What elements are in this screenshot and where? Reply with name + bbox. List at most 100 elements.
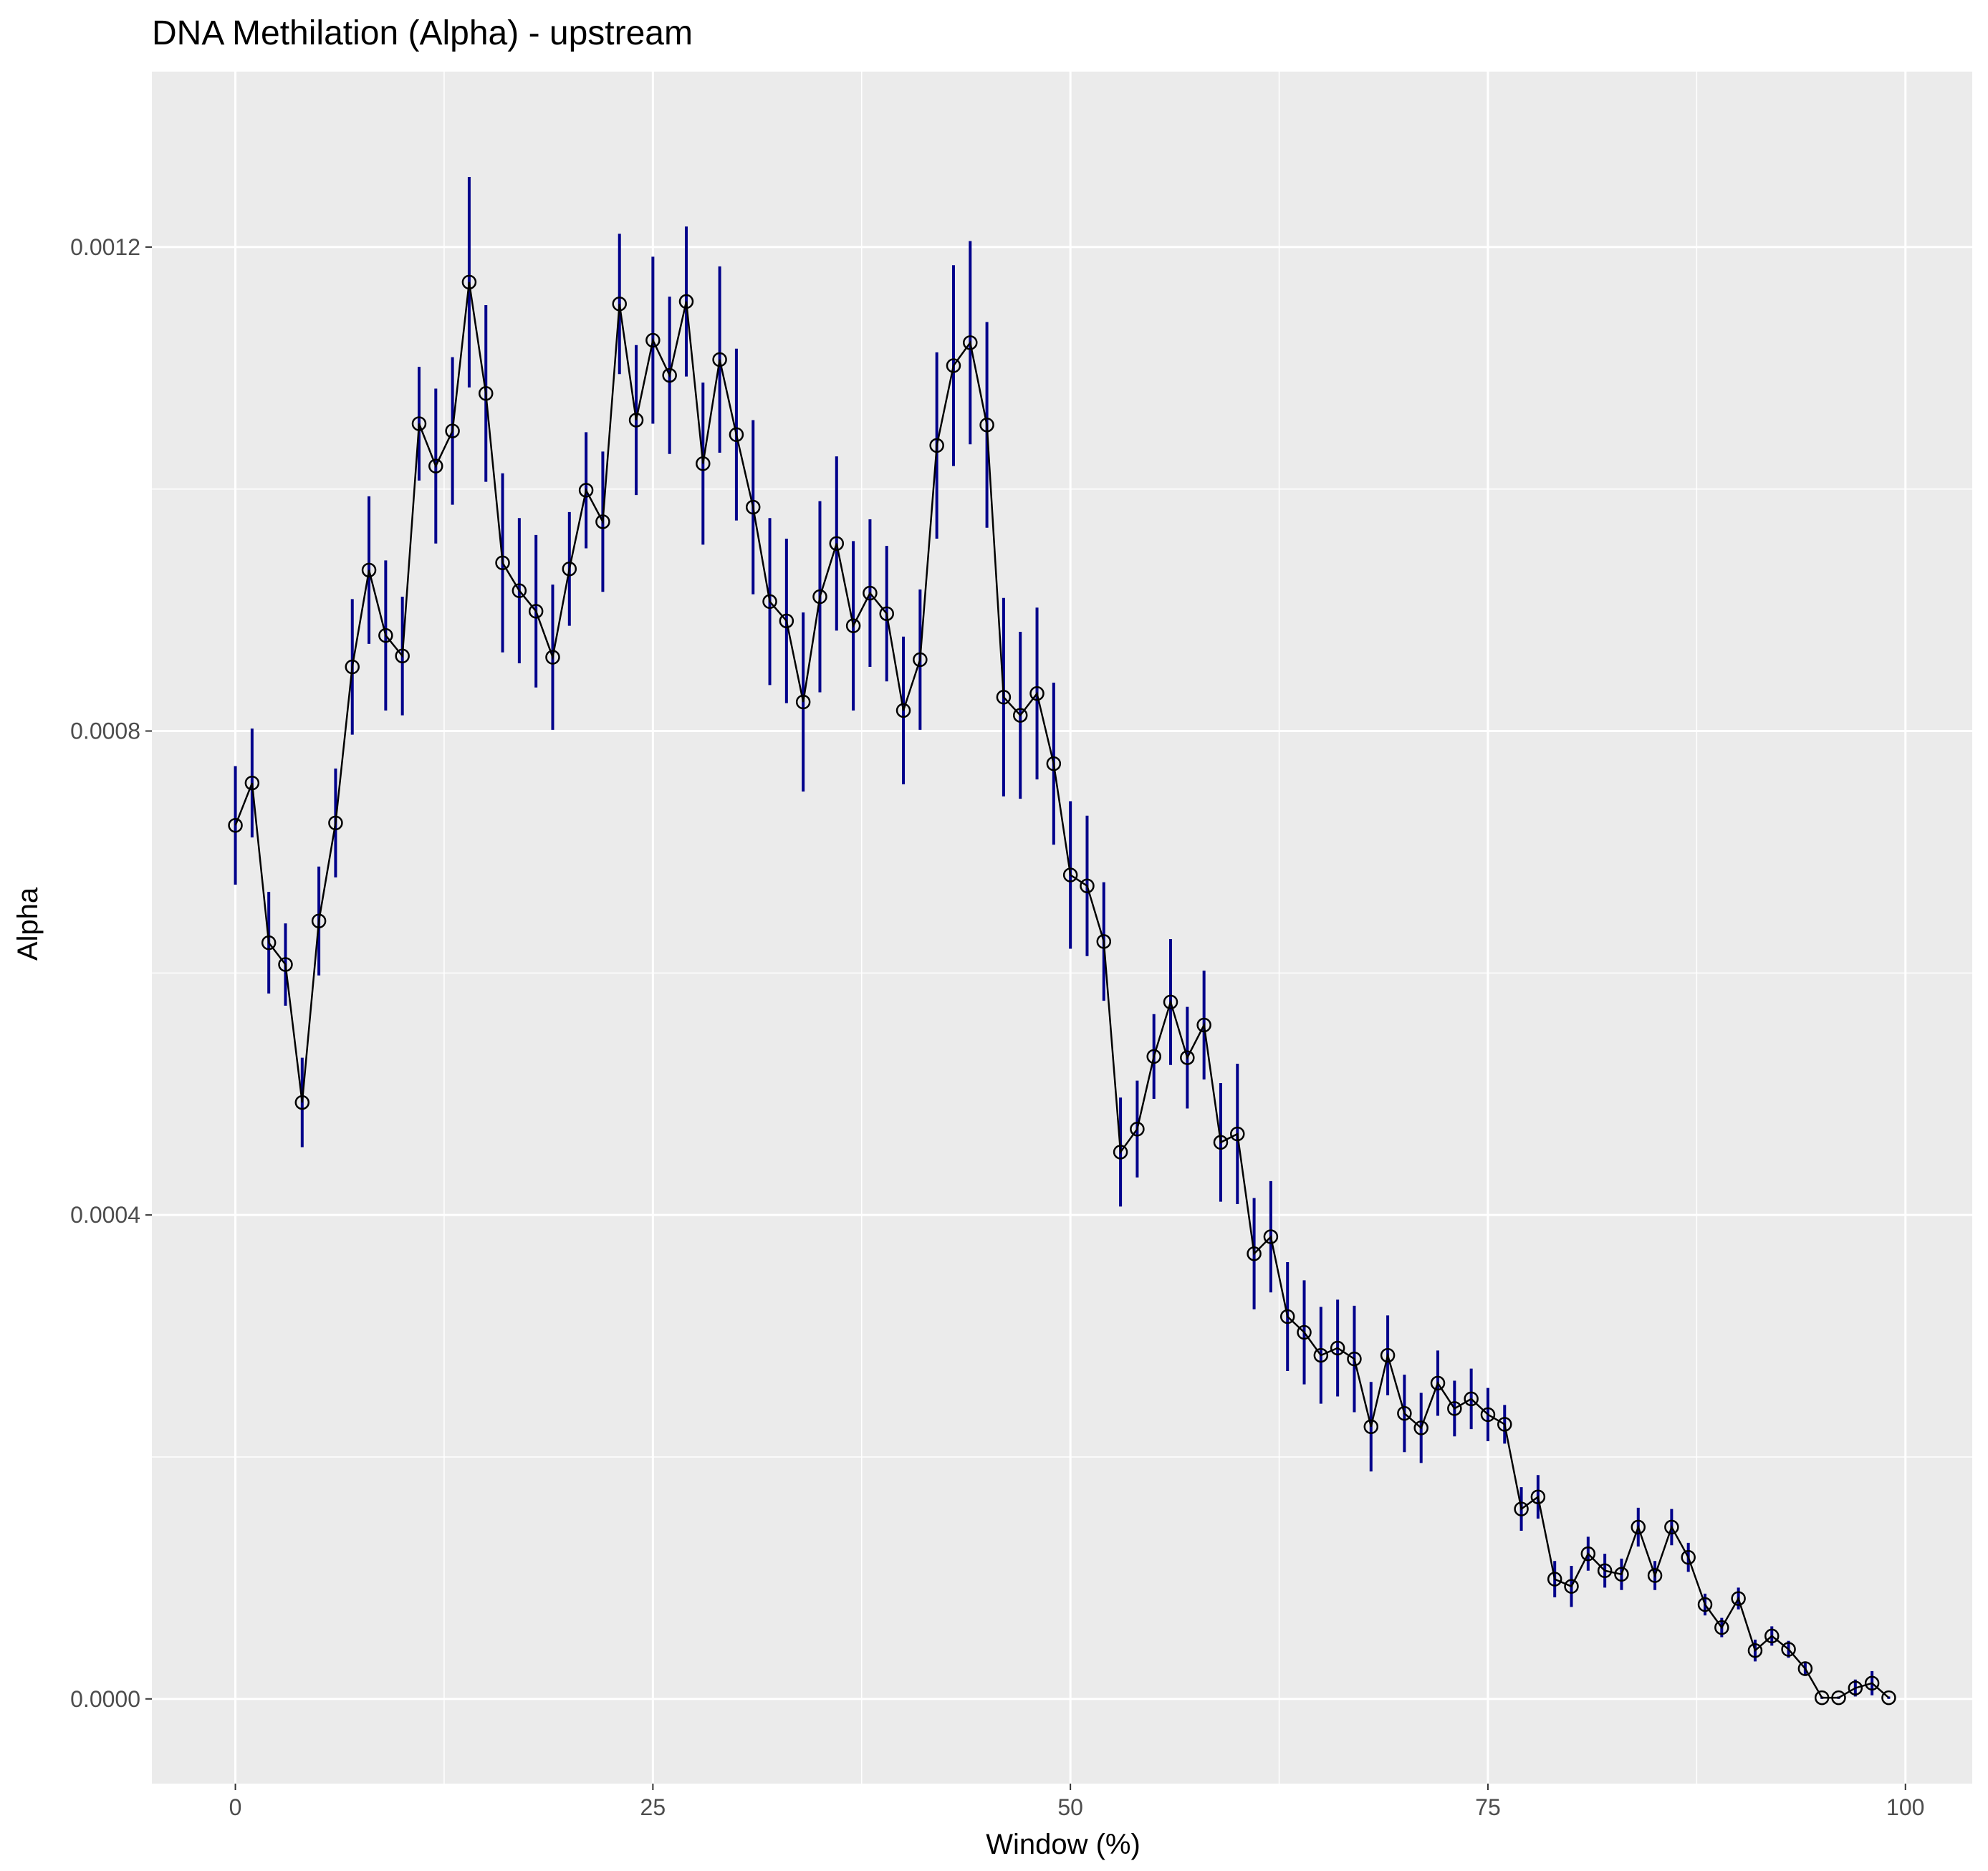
data-point <box>1480 1407 1496 1423</box>
data-point <box>1029 686 1045 701</box>
data-point <box>1113 1145 1128 1160</box>
data-point <box>261 935 277 951</box>
data-point <box>812 589 827 605</box>
data-point <box>1330 1340 1345 1356</box>
data-point <box>378 627 393 643</box>
data-point <box>762 594 777 610</box>
data-point <box>1814 1690 1830 1706</box>
y-tick-label: 0.0004 <box>70 1202 140 1228</box>
data-point <box>879 606 894 621</box>
data-point <box>1263 1229 1279 1244</box>
data-point <box>428 458 443 473</box>
data-point <box>1363 1419 1379 1434</box>
minor-gridlines <box>152 72 1972 1784</box>
data-point <box>1380 1347 1396 1363</box>
data-point <box>845 618 861 633</box>
x-tick-label: 100 <box>1886 1794 1924 1820</box>
data-point <box>1247 1246 1262 1261</box>
data-point <box>929 438 944 453</box>
data-point <box>1714 1620 1729 1635</box>
data-point <box>1497 1417 1512 1432</box>
line-layer <box>234 282 1890 1699</box>
data-point <box>996 689 1012 705</box>
data-point <box>578 483 594 498</box>
data-point <box>478 386 494 401</box>
data-point <box>1046 756 1062 771</box>
data-point <box>595 514 610 529</box>
data-point <box>1096 934 1112 949</box>
data-point <box>1413 1420 1428 1435</box>
data-point <box>512 583 527 598</box>
data-point <box>361 562 377 578</box>
data-point <box>729 427 744 442</box>
data-point <box>1631 1519 1646 1535</box>
data-point <box>244 775 260 791</box>
data-point <box>1464 1391 1479 1407</box>
data-point <box>913 652 928 668</box>
data-point <box>278 957 293 972</box>
data-point <box>946 358 961 373</box>
data-point <box>445 423 460 438</box>
data-point <box>1697 1597 1713 1612</box>
data-point <box>1146 1049 1161 1064</box>
data-point <box>963 335 978 350</box>
data-point <box>1062 867 1078 882</box>
y-axis-title: Alpha <box>12 887 44 961</box>
data-point <box>328 815 343 831</box>
x-tick-label: 75 <box>1475 1794 1501 1820</box>
data-point <box>1614 1567 1629 1582</box>
data-point <box>528 604 544 619</box>
data-point <box>461 274 477 290</box>
data-point <box>779 613 794 629</box>
data-point <box>294 1095 310 1110</box>
data-point <box>1180 1050 1195 1065</box>
chart-title: DNA Methilation (Alpha) - upstream <box>152 14 693 52</box>
data-point <box>1580 1546 1596 1562</box>
data-point <box>645 332 661 348</box>
data-point <box>863 585 878 601</box>
data-point <box>1747 1642 1763 1658</box>
data-point <box>345 659 360 675</box>
data-point <box>1447 1401 1462 1416</box>
data-point <box>1080 878 1095 893</box>
data-point <box>662 367 677 383</box>
data-point <box>979 417 994 433</box>
data-point <box>1012 708 1028 723</box>
data-point <box>1297 1324 1312 1340</box>
y-tick-label: 0.0008 <box>70 718 140 744</box>
series-line <box>234 282 1890 1699</box>
data-point <box>1279 1309 1295 1324</box>
data-point <box>696 456 711 471</box>
data-point <box>545 650 560 665</box>
data-point <box>411 416 427 431</box>
data-point <box>745 499 761 515</box>
data-point <box>1881 1690 1896 1706</box>
data-point <box>1430 1375 1446 1391</box>
data-point <box>311 913 327 928</box>
data-point <box>495 555 510 571</box>
data-point <box>1347 1351 1362 1367</box>
data-point <box>1681 1549 1696 1565</box>
data-point <box>1864 1675 1880 1691</box>
data-point <box>1764 1628 1780 1644</box>
x-tick-label: 0 <box>229 1794 242 1820</box>
data-point <box>1514 1501 1529 1516</box>
data-point <box>1781 1642 1796 1657</box>
data-point <box>1731 1591 1746 1606</box>
x-tick-label: 25 <box>640 1794 666 1820</box>
data-point <box>1213 1135 1229 1150</box>
data-point <box>1664 1519 1679 1535</box>
data-point <box>1313 1347 1329 1363</box>
data-point <box>678 294 694 309</box>
x-tick-label: 50 <box>1057 1794 1083 1820</box>
y-tick-label: 0.0000 <box>70 1686 140 1712</box>
x-axis: 0 25 50 75 100 <box>229 1784 1924 1820</box>
data-point <box>1130 1121 1145 1137</box>
data-point <box>829 536 845 551</box>
data-points <box>228 274 1896 1706</box>
data-point <box>1797 1661 1813 1676</box>
y-tick-label: 0.0012 <box>70 234 140 260</box>
plot-panel <box>152 72 1972 1784</box>
data-point <box>1163 994 1178 1010</box>
